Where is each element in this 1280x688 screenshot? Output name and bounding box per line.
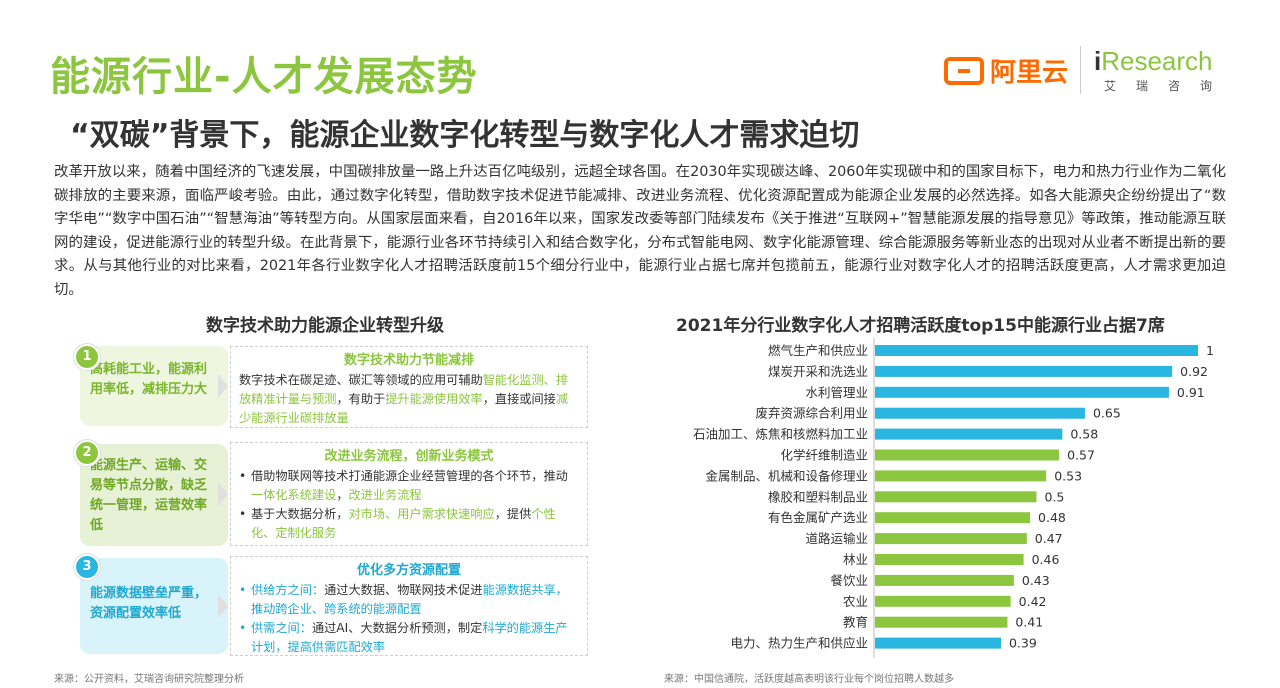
category-label: 煤炭开采和洗选业	[768, 364, 868, 379]
recruitment-activity-bar-chart: 燃气生产和供应业 1 煤炭开采和洗选业 0.92 水利管理业 0.91 废弃资源综合利用业 0…	[693, 338, 1214, 658]
bar	[875, 574, 1014, 586]
bar	[875, 491, 1037, 503]
category-label: 道路运输业	[805, 531, 868, 546]
bar	[875, 512, 1031, 524]
bar	[875, 407, 1085, 419]
category-label: 金属制品、机械和设备修理业	[705, 468, 868, 483]
solution-title-2: 改进业务流程，创新业务模式	[324, 449, 494, 464]
logo-divider	[1080, 46, 1081, 94]
category-label: 餐饮业	[830, 573, 868, 588]
category-label: 水利管理业	[805, 385, 868, 400]
aliyun-logo: 阿里云	[944, 52, 1068, 89]
bar	[875, 386, 1169, 398]
bar	[875, 533, 1027, 545]
value-label: 1	[1206, 343, 1214, 358]
intro-paragraph: 改革开放以来，随着中国经济的飞速发展，中国碳排放量一路上升达百亿吨级别，远超全球…	[54, 164, 1226, 298]
aliyun-mark-icon	[944, 56, 984, 85]
iresearch-logo-i: i	[1094, 46, 1102, 76]
challenge-badge-1: 高耗能工业，能源利用率低，减排压力大	[80, 346, 228, 426]
value-label: 0.57	[1067, 448, 1095, 463]
challenge-badge-2: 能源生产、运输、交易等节点分散，缺乏统一管理，运营效率低	[80, 444, 228, 546]
arrow-icon	[218, 482, 228, 506]
category-label: 农业	[843, 594, 868, 609]
value-label: 0.58	[1070, 427, 1098, 442]
aliyun-logo-text: 阿里云	[990, 58, 1069, 88]
bar	[875, 616, 1008, 628]
bar	[875, 595, 1011, 607]
page-title: 能源行业-人才发展态势	[50, 54, 478, 100]
category-label: 林业	[843, 552, 868, 567]
category-label: 废弃资源综合利用业	[755, 406, 868, 421]
left-source-note: 来源：公开资料，艾瑞咨询研究院整理分析	[54, 674, 244, 685]
step-number-1: 1	[74, 344, 100, 370]
left-section-title: 数字技术助力能源企业转型升级	[206, 316, 444, 336]
solution-bullet: • 供需之间：通过AI、大数据分析预测，制定科学的能源生产计划，提高供需匹配效率	[239, 621, 568, 654]
value-label: 0.46	[1032, 552, 1060, 567]
step-number-3: 3	[74, 554, 100, 580]
value-label: 0.91	[1177, 385, 1205, 400]
value-label: 0.39	[1009, 636, 1037, 651]
value-label: 0.53	[1054, 468, 1082, 483]
value-label: 0.41	[1015, 615, 1043, 630]
value-label: 0.48	[1038, 510, 1066, 525]
category-label: 有色金属矿产选业	[768, 510, 868, 525]
solution-bullet: • 供给方之间：通过大数据、物联网技术促进能源数据共享，推动跨企业、跨系统的能源配…	[239, 583, 568, 616]
transformation-item-3: 能源数据壁垒严重，资源配置效率低 3 优化多方资源配置 • 供给方之间：通过大数据…	[74, 554, 594, 658]
bar	[875, 428, 1063, 440]
category-label: 化学纤维制造业	[780, 448, 868, 463]
solution-title-1: 数字技术助力节能减排	[343, 353, 474, 368]
transformation-item-1: 高耗能工业，能源利用率低，减排压力大 1 数字技术助力节能减排 数字技术在碳足迹…	[74, 344, 594, 430]
bar	[875, 554, 1024, 565]
value-label: 0.5	[1045, 489, 1065, 504]
chart-title: 2021年分行业数字化人才招聘活跃度top15中能源行业占据7席	[676, 316, 1165, 336]
bar	[875, 345, 1198, 356]
bar	[875, 449, 1060, 461]
arrow-icon	[218, 594, 228, 618]
solution-title-3: 优化多方资源配置	[356, 563, 461, 578]
iresearch-logo-cn: 艾瑞咨询	[1104, 79, 1233, 93]
transformation-item-2: 能源生产、运输、交易等节点分散，缺乏统一管理，运营效率低 2 改进业务流程，创新…	[74, 440, 594, 550]
page-subtitle: “双碳”背景下，能源企业数字化转型与数字化人才需求迫切	[70, 118, 860, 153]
value-label: 0.42	[1019, 594, 1047, 609]
category-label: 石油加工、炼焦和核燃料加工业	[693, 427, 868, 442]
category-label: 燃气生产和供应业	[768, 343, 868, 358]
step-number-2: 2	[74, 440, 100, 466]
solution-box-2: 改进业务流程，创新业务模式 • 借助物联网等技术打通能源企业经营管理的各个环节，推…	[230, 442, 588, 546]
solution-box-1: 数字技术助力节能减排 数字技术在碳足迹、碳汇等领域的应用可辅助智能化监测、排放精…	[230, 346, 588, 428]
value-label: 0.43	[1022, 573, 1050, 588]
solution-bullet: • 基于大数据分析，对市场、用户需求快速响应，提供个性化、定制化服务	[239, 507, 556, 540]
value-label: 0.47	[1035, 531, 1063, 546]
iresearch-logo-word: Research	[1101, 46, 1213, 76]
category-label: 教育	[843, 615, 868, 630]
arrow-icon	[218, 374, 228, 398]
category-label: 电力、热力生产和供应业	[730, 636, 868, 651]
bar	[875, 637, 1001, 649]
solution-bullet: • 借助物联网等技术打通能源企业经营管理的各个环节，推动一体化系统建设，改进业务流…	[239, 469, 568, 502]
bar	[875, 365, 1173, 377]
solution-box-3: 优化多方资源配置 • 供给方之间：通过大数据、物联网技术促进能源数据共享，推动跨企…	[230, 556, 588, 656]
right-source-note: 来源：中国信通院，活跃度越高表明该行业每个岗位招聘人数越多	[664, 674, 954, 685]
category-label: 橡胶和塑料制品业	[768, 489, 868, 504]
iresearch-logo-text: iResearch	[1094, 46, 1232, 77]
value-label: 0.65	[1093, 406, 1121, 421]
solution-text-1: 数字技术在碳足迹、碳汇等领域的应用可辅助智能化监测、排放精准计量与预测，有助于提…	[239, 373, 569, 425]
bar	[875, 470, 1047, 482]
value-label: 0.92	[1180, 364, 1208, 379]
iresearch-logo: iResearch 艾瑞咨询	[1094, 46, 1232, 94]
challenge-badge-3: 能源数据壁垒严重，资源配置效率低	[80, 558, 228, 654]
